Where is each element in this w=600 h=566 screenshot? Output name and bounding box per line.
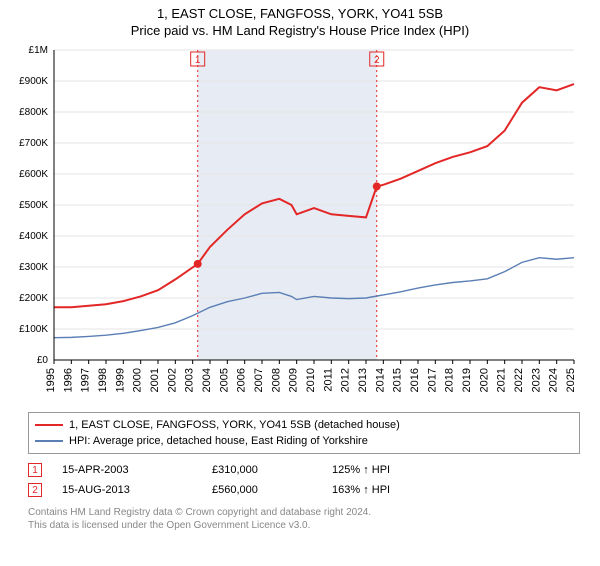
sale-price: £560,000: [212, 484, 332, 496]
svg-text:£800K: £800K: [19, 107, 48, 118]
svg-text:2016: 2016: [409, 368, 421, 392]
page-subtitle: Price paid vs. HM Land Registry's House …: [0, 23, 600, 38]
legend: 1, EAST CLOSE, FANGFOSS, YORK, YO41 5SB …: [28, 412, 580, 454]
svg-text:2023: 2023: [530, 368, 542, 392]
svg-text:2008: 2008: [270, 368, 282, 392]
svg-text:2006: 2006: [236, 368, 248, 392]
svg-text:2020: 2020: [478, 368, 490, 392]
svg-text:2010: 2010: [305, 368, 317, 392]
sales-table: 1 15-APR-2003 £310,000 125% ↑ HPI 2 15-A…: [28, 460, 580, 500]
page-title: 1, EAST CLOSE, FANGFOSS, YORK, YO41 5SB: [0, 6, 600, 21]
svg-text:£500K: £500K: [19, 200, 48, 211]
svg-text:£900K: £900K: [19, 76, 48, 87]
legend-swatch: [35, 440, 63, 442]
chart: £0 £100K £200K £300K £400K £500K £600K £700K £80…: [10, 46, 585, 406]
svg-text:2025: 2025: [565, 368, 577, 392]
sale-date: 15-AUG-2013: [62, 484, 212, 496]
sale-row: 2 15-AUG-2013 £560,000 163% ↑ HPI: [28, 480, 580, 500]
svg-text:£100K: £100K: [19, 324, 48, 335]
svg-text:2004: 2004: [201, 368, 213, 392]
sale-pct: 163% ↑ HPI: [332, 484, 390, 496]
footer: Contains HM Land Registry data © Crown c…: [28, 506, 580, 532]
svg-text:2015: 2015: [392, 368, 404, 392]
footer-line: Contains HM Land Registry data © Crown c…: [28, 506, 580, 519]
sale-row: 1 15-APR-2003 £310,000 125% ↑ HPI: [28, 460, 580, 480]
svg-text:2017: 2017: [426, 368, 438, 392]
svg-text:2007: 2007: [253, 368, 265, 392]
svg-text:2000: 2000: [132, 368, 144, 392]
footer-line: This data is licensed under the Open Gov…: [28, 519, 580, 532]
svg-text:2: 2: [374, 55, 380, 66]
svg-text:2021: 2021: [496, 368, 508, 392]
svg-text:1998: 1998: [97, 368, 109, 392]
svg-text:2005: 2005: [218, 368, 230, 392]
svg-text:2009: 2009: [288, 368, 300, 392]
legend-label: 1, EAST CLOSE, FANGFOSS, YORK, YO41 5SB …: [69, 419, 400, 431]
svg-text:1999: 1999: [114, 368, 126, 392]
svg-text:1997: 1997: [80, 368, 92, 392]
svg-text:2014: 2014: [374, 368, 386, 392]
svg-text:£700K: £700K: [19, 138, 48, 149]
svg-text:1996: 1996: [62, 368, 74, 392]
sale-pct: 125% ↑ HPI: [332, 464, 390, 476]
svg-text:£0: £0: [37, 355, 49, 366]
svg-text:2011: 2011: [322, 368, 334, 392]
legend-row: 1, EAST CLOSE, FANGFOSS, YORK, YO41 5SB …: [35, 417, 573, 433]
svg-text:2019: 2019: [461, 368, 473, 392]
sale-price: £310,000: [212, 464, 332, 476]
sale-marker: 1: [28, 463, 42, 477]
svg-text:2018: 2018: [444, 368, 456, 392]
svg-text:2002: 2002: [166, 368, 178, 392]
svg-text:2001: 2001: [149, 368, 161, 392]
svg-text:2013: 2013: [357, 368, 369, 392]
svg-text:2003: 2003: [184, 368, 196, 392]
svg-text:£600K: £600K: [19, 169, 48, 180]
svg-text:1995: 1995: [45, 368, 57, 392]
svg-text:£1M: £1M: [29, 46, 48, 56]
svg-text:2024: 2024: [548, 368, 560, 392]
svg-text:2022: 2022: [513, 368, 525, 392]
legend-row: HPI: Average price, detached house, East…: [35, 433, 573, 449]
sale-date: 15-APR-2003: [62, 464, 212, 476]
svg-text:£300K: £300K: [19, 262, 48, 273]
svg-text:£400K: £400K: [19, 231, 48, 242]
svg-text:1: 1: [195, 55, 201, 66]
svg-text:£200K: £200K: [19, 293, 48, 304]
svg-text:2012: 2012: [340, 368, 352, 392]
sale-marker: 2: [28, 483, 42, 497]
legend-swatch: [35, 424, 63, 426]
legend-label: HPI: Average price, detached house, East…: [69, 435, 368, 447]
